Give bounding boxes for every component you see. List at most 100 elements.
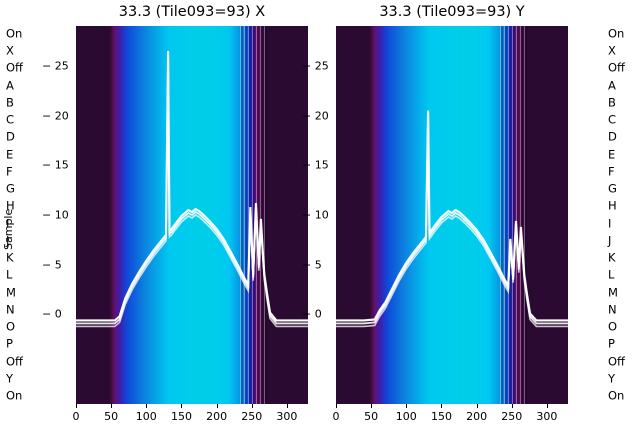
right-category-labels: On X Off A B C D E F G H I J K L M N O P Off Y On [608, 26, 638, 404]
category-label: D [6, 129, 15, 144]
y-tick-label: − 25 [302, 59, 329, 73]
trace-line [76, 56, 308, 328]
trace-line [336, 110, 568, 322]
x-tick-mark [251, 404, 253, 408]
profile-trace [336, 110, 568, 328]
x-tick-mark [111, 404, 113, 408]
x-tick-mark [476, 404, 478, 408]
category-label: K [6, 250, 14, 265]
category-label: On [608, 26, 625, 41]
x-tick-label: 50 [104, 410, 119, 423]
x-tick-label: 100 [135, 410, 157, 423]
category-label: H [608, 198, 617, 213]
x-tick-mark [76, 404, 77, 408]
x-tick-mark [181, 404, 183, 408]
x-tick-label: 250 [241, 410, 263, 423]
y-tick-label: − 25 [42, 59, 69, 73]
category-label: H [6, 198, 15, 213]
y-tick-label: − 0 [42, 307, 62, 321]
category-label: A [608, 77, 616, 92]
category-label: Off [608, 60, 625, 75]
panel-x: 33.3 (Tile093=93) X [76, 4, 308, 404]
heatmap-dense-stripes [239, 26, 268, 404]
panel-x-title: 33.3 (Tile093=93) X [118, 4, 266, 20]
category-label: On [6, 388, 23, 403]
profile-trace [76, 50, 308, 328]
y-tick-label: − 20 [302, 109, 329, 123]
panel-y-plot[interactable] [336, 26, 568, 404]
x-tick-mark [216, 404, 218, 408]
category-label: X [608, 43, 616, 58]
category-label: Y [6, 371, 14, 385]
x-tick-label: 300 [536, 410, 558, 423]
y-axis-label: Sample [2, 208, 15, 250]
category-label: Off [6, 60, 23, 75]
y-tick-label: − 20 [42, 109, 69, 123]
category-label: B [6, 95, 14, 110]
trace-line [76, 53, 308, 325]
trace-line [336, 116, 568, 328]
category-label: A [6, 77, 14, 92]
category-label: P [6, 336, 13, 351]
category-label: C [608, 112, 617, 127]
x-tick-mark [511, 404, 513, 408]
category-label: E [608, 146, 616, 161]
category-label: L [6, 267, 13, 282]
category-label: J [608, 233, 612, 248]
y-tick-label: − 10 [302, 208, 329, 222]
x-tick-label: 0 [72, 410, 80, 423]
x-tick-label: 250 [501, 410, 523, 423]
category-label: O [608, 319, 618, 334]
category-label: I [6, 215, 10, 230]
y-tick-label: − 15 [302, 158, 329, 172]
left-category-labels: On X Off A B C D E F G H I J K L M N O P Off Y On [6, 26, 32, 404]
x-tick-label: 100 [395, 410, 417, 423]
x-tick-label: 150 [170, 410, 192, 423]
category-label: M [6, 284, 16, 299]
x-tick-mark [371, 404, 373, 408]
panel-y-title: 33.3 (Tile093=93) Y [379, 4, 525, 20]
x-tick-mark [441, 404, 443, 408]
category-label: G [6, 181, 15, 196]
category-label: F [6, 164, 13, 179]
x-tick-mark [286, 404, 288, 408]
category-label: G [608, 181, 617, 196]
category-label: Off [6, 353, 23, 368]
x-tick-label: 200 [466, 410, 488, 423]
category-label: E [6, 146, 14, 161]
x-tick-label: 0 [332, 410, 340, 423]
category-label: N [6, 302, 15, 317]
category-label: On [608, 388, 625, 403]
panel-y: 33.3 (Tile093=93) Y [336, 4, 568, 404]
x-tick-label: 200 [206, 410, 228, 423]
x-tick-mark [546, 404, 548, 408]
x-tick-mark [336, 404, 337, 408]
category-label: N [608, 302, 617, 317]
y-tick-label: − 0 [302, 307, 322, 321]
category-label: B [608, 95, 616, 110]
category-label: K [608, 250, 616, 265]
category-label: Y [608, 371, 616, 385]
panel-x-plot[interactable] [76, 26, 308, 404]
trace-line [76, 50, 308, 322]
x-tick-mark [146, 404, 148, 408]
category-label: L [608, 267, 615, 282]
category-label: X [6, 43, 14, 58]
category-label: P [608, 336, 615, 351]
y-tick-label: − 5 [302, 258, 322, 272]
y-tick-label: − 10 [42, 208, 69, 222]
category-label: D [608, 129, 617, 144]
y-tick-label: − 15 [42, 158, 69, 172]
category-label: C [6, 112, 15, 127]
category-label: M [608, 284, 618, 299]
category-label: Off [608, 353, 625, 368]
x-tick-mark [406, 404, 408, 408]
category-label: On [6, 26, 23, 41]
category-label: F [608, 164, 615, 179]
x-tick-label: 50 [364, 410, 379, 423]
category-label: J [6, 233, 10, 248]
x-tick-label: 150 [430, 410, 452, 423]
y-tick-label: − 5 [42, 258, 62, 272]
heatmap-dense-stripes [499, 26, 528, 404]
